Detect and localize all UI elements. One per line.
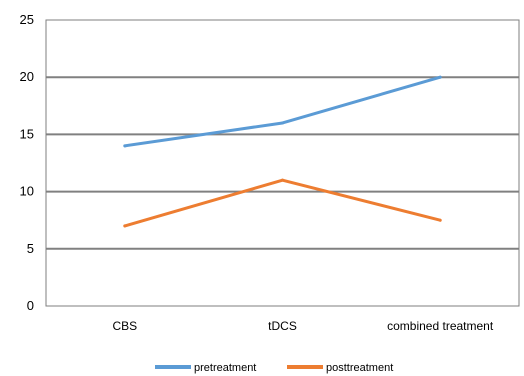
data-point-posttreatment: [281, 178, 284, 182]
y-axis-tick-labels: 0 5 10 15 20 25: [20, 12, 34, 313]
y-tick-label: 20: [20, 69, 34, 84]
series-line-pretreatment: [123, 75, 442, 148]
y-tick-label: 25: [20, 12, 34, 27]
data-point-posttreatment: [123, 224, 127, 228]
series-lines: [123, 75, 442, 228]
x-axis-category-labels: CBS tDCS combined treatment: [112, 319, 493, 333]
data-point-pretreatment: [438, 75, 442, 79]
data-point-posttreatment: [438, 218, 442, 222]
x-tick-label: CBS: [112, 319, 137, 333]
y-tick-label: 0: [27, 298, 34, 313]
plot-area-border: [45, 19, 520, 307]
legend-label-posttreatment: posttreatment: [326, 362, 393, 374]
y-tick-label: 10: [20, 184, 34, 199]
x-tick-label: combined treatment: [387, 319, 494, 333]
data-point-pretreatment: [123, 144, 127, 148]
legend-label-pretreatment: pretreatment: [194, 362, 256, 374]
gridlines: [46, 76, 519, 250]
y-tick-label: 15: [20, 126, 34, 141]
y-tick-label: 5: [27, 241, 34, 256]
x-tick-label: tDCS: [268, 319, 297, 333]
series-line-posttreatment: [123, 178, 442, 228]
legend: pretreatment posttreatment: [155, 362, 393, 374]
data-point-pretreatment: [281, 121, 284, 125]
